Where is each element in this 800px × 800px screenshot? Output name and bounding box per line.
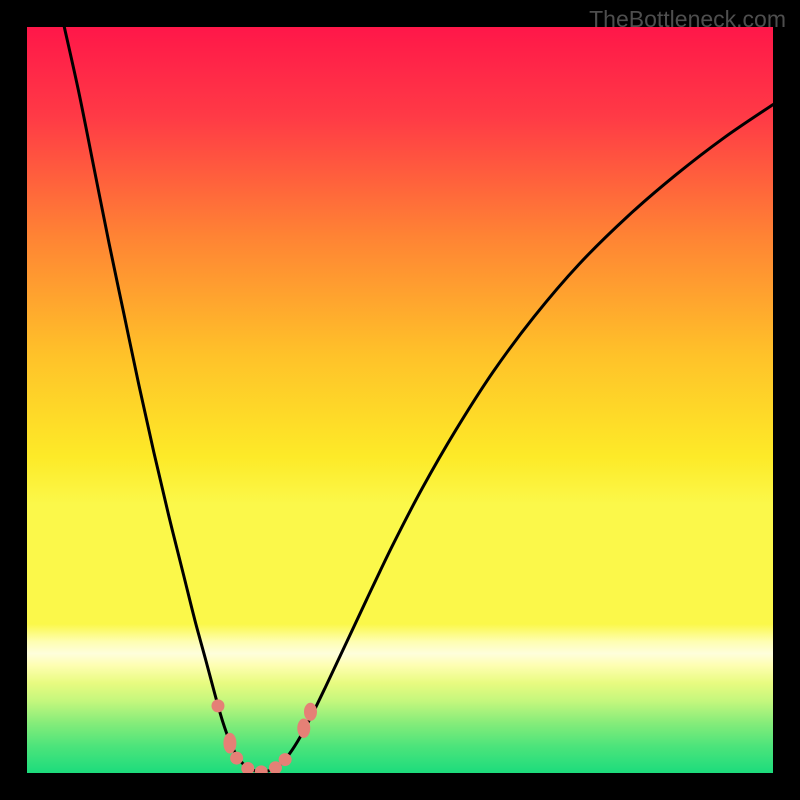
data-marker [211,699,224,712]
bottleneck-curve-layer [27,27,773,773]
marker-group [211,699,317,773]
chart-frame: TheBottleneck.com [0,0,800,800]
plot-area [27,27,773,773]
data-marker [255,765,268,773]
watermark-text: TheBottleneck.com [589,6,786,33]
data-marker [279,753,292,766]
data-marker [223,733,236,754]
data-marker [304,703,317,721]
data-marker [230,752,243,765]
bottleneck-curve [64,27,773,772]
data-marker [297,718,310,738]
